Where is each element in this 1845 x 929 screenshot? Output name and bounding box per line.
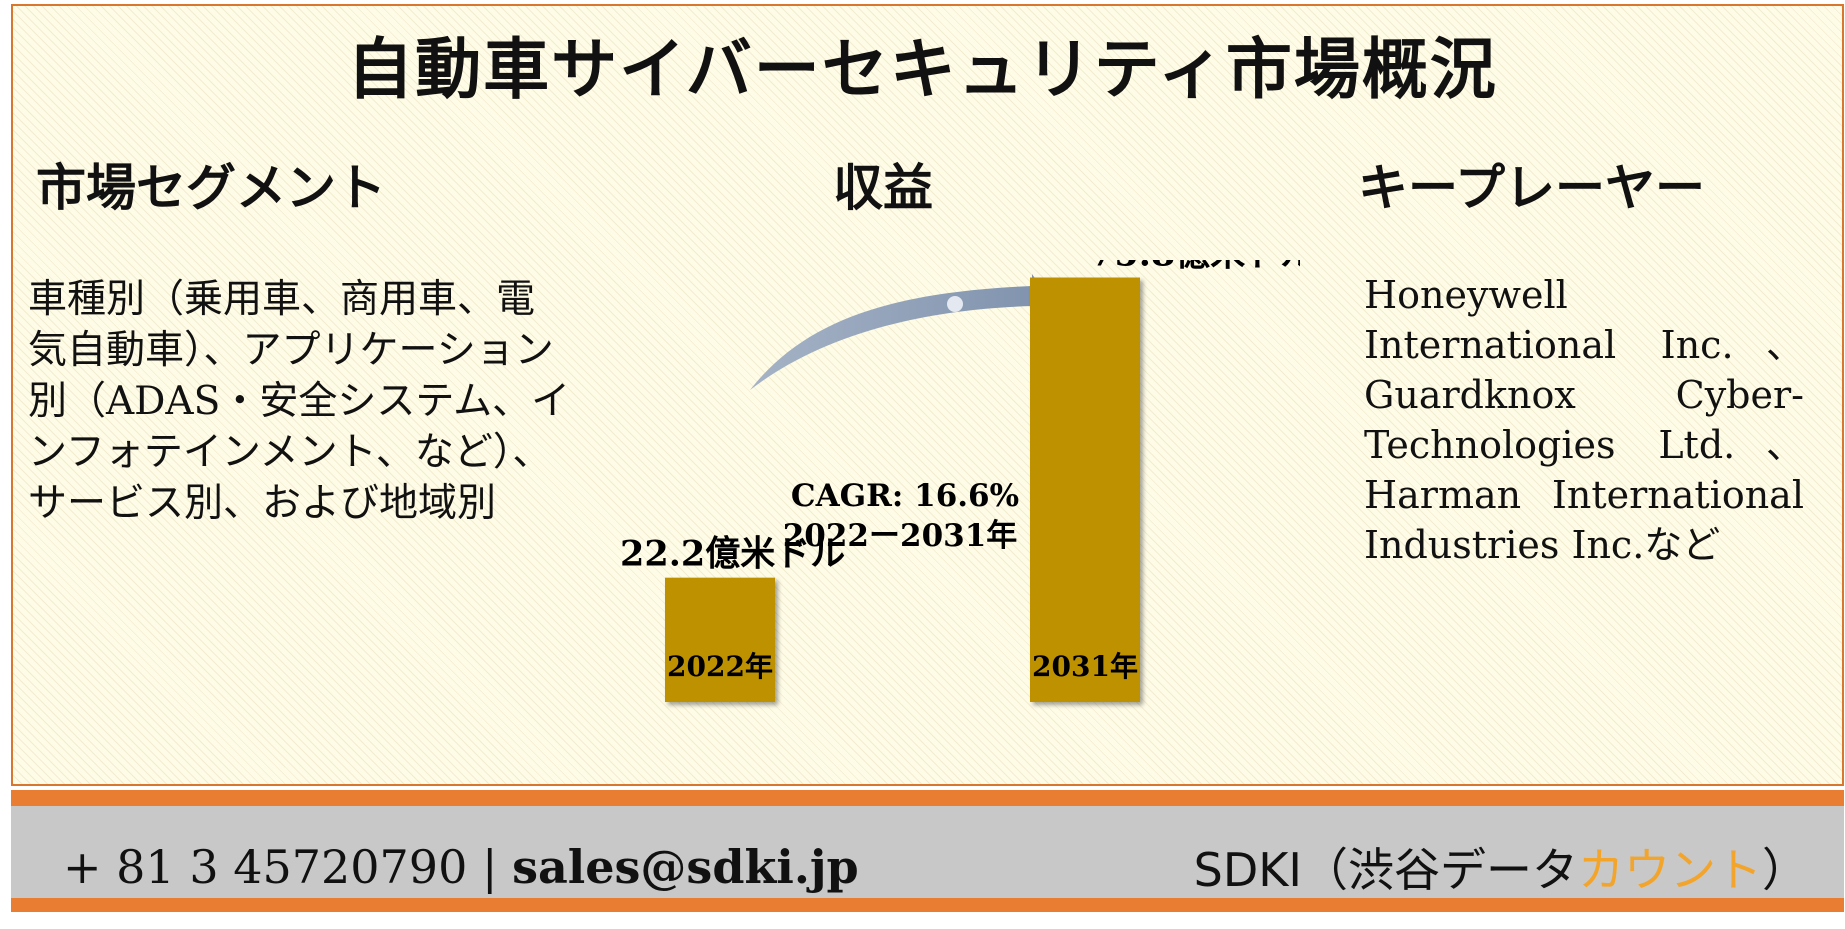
email-link[interactable]: sales@sdki.jp (512, 840, 859, 894)
cagr-period-label: 2022ー2031年 (783, 518, 1018, 554)
phone-number: + 81 3 45720790 (63, 840, 468, 894)
segments-heading: 市場セグメント (36, 158, 386, 217)
key-players-text: Honeywell International Inc.、Guardknox C… (1364, 273, 1804, 567)
contact-info: + 81 3 45720790 | sales@sdki.jp (63, 840, 859, 894)
brand-end: ） (1762, 843, 1808, 897)
growth-arrow-icon (750, 274, 1048, 390)
cagr-label: CAGR: 16.6% (791, 478, 1019, 514)
brand-name: SDKI（渋谷データカウント） (1194, 834, 1808, 900)
brand-accent: カウント (1578, 843, 1762, 897)
value-label-0: 22.2億米ドル (620, 534, 845, 575)
category-label-1: 2031年 (1032, 650, 1138, 683)
segments-text: 車種別（乗用車、商用車、電気自動車）、アプリケーション別（ADAS・安全システム… (28, 277, 571, 526)
revenue-heading: 収益 (833, 158, 933, 217)
separator: | (481, 840, 498, 894)
revenue-bar-chart: 22.2億米ドル 2022年 75.8億米ドル 2031年 CAGR: 16.6% 2… (620, 260, 1300, 702)
players-heading: キープレーヤー (1358, 158, 1705, 217)
bar-0 (665, 577, 775, 702)
page-title: 自動車サイバーセキュリティ市場概況 (347, 30, 1498, 108)
brand-main: SDKI（渋谷データ (1193, 843, 1578, 897)
bar-1 (1030, 277, 1140, 702)
footer-bar: + 81 3 45720790 | sales@sdki.jp SDKI（渋谷デ… (11, 790, 1844, 912)
overview-panel (11, 4, 1844, 786)
arrow-highlight (947, 296, 963, 312)
value-label-1: 75.8億米ドル (1090, 260, 1300, 275)
category-label-0: 2022年 (667, 650, 773, 683)
